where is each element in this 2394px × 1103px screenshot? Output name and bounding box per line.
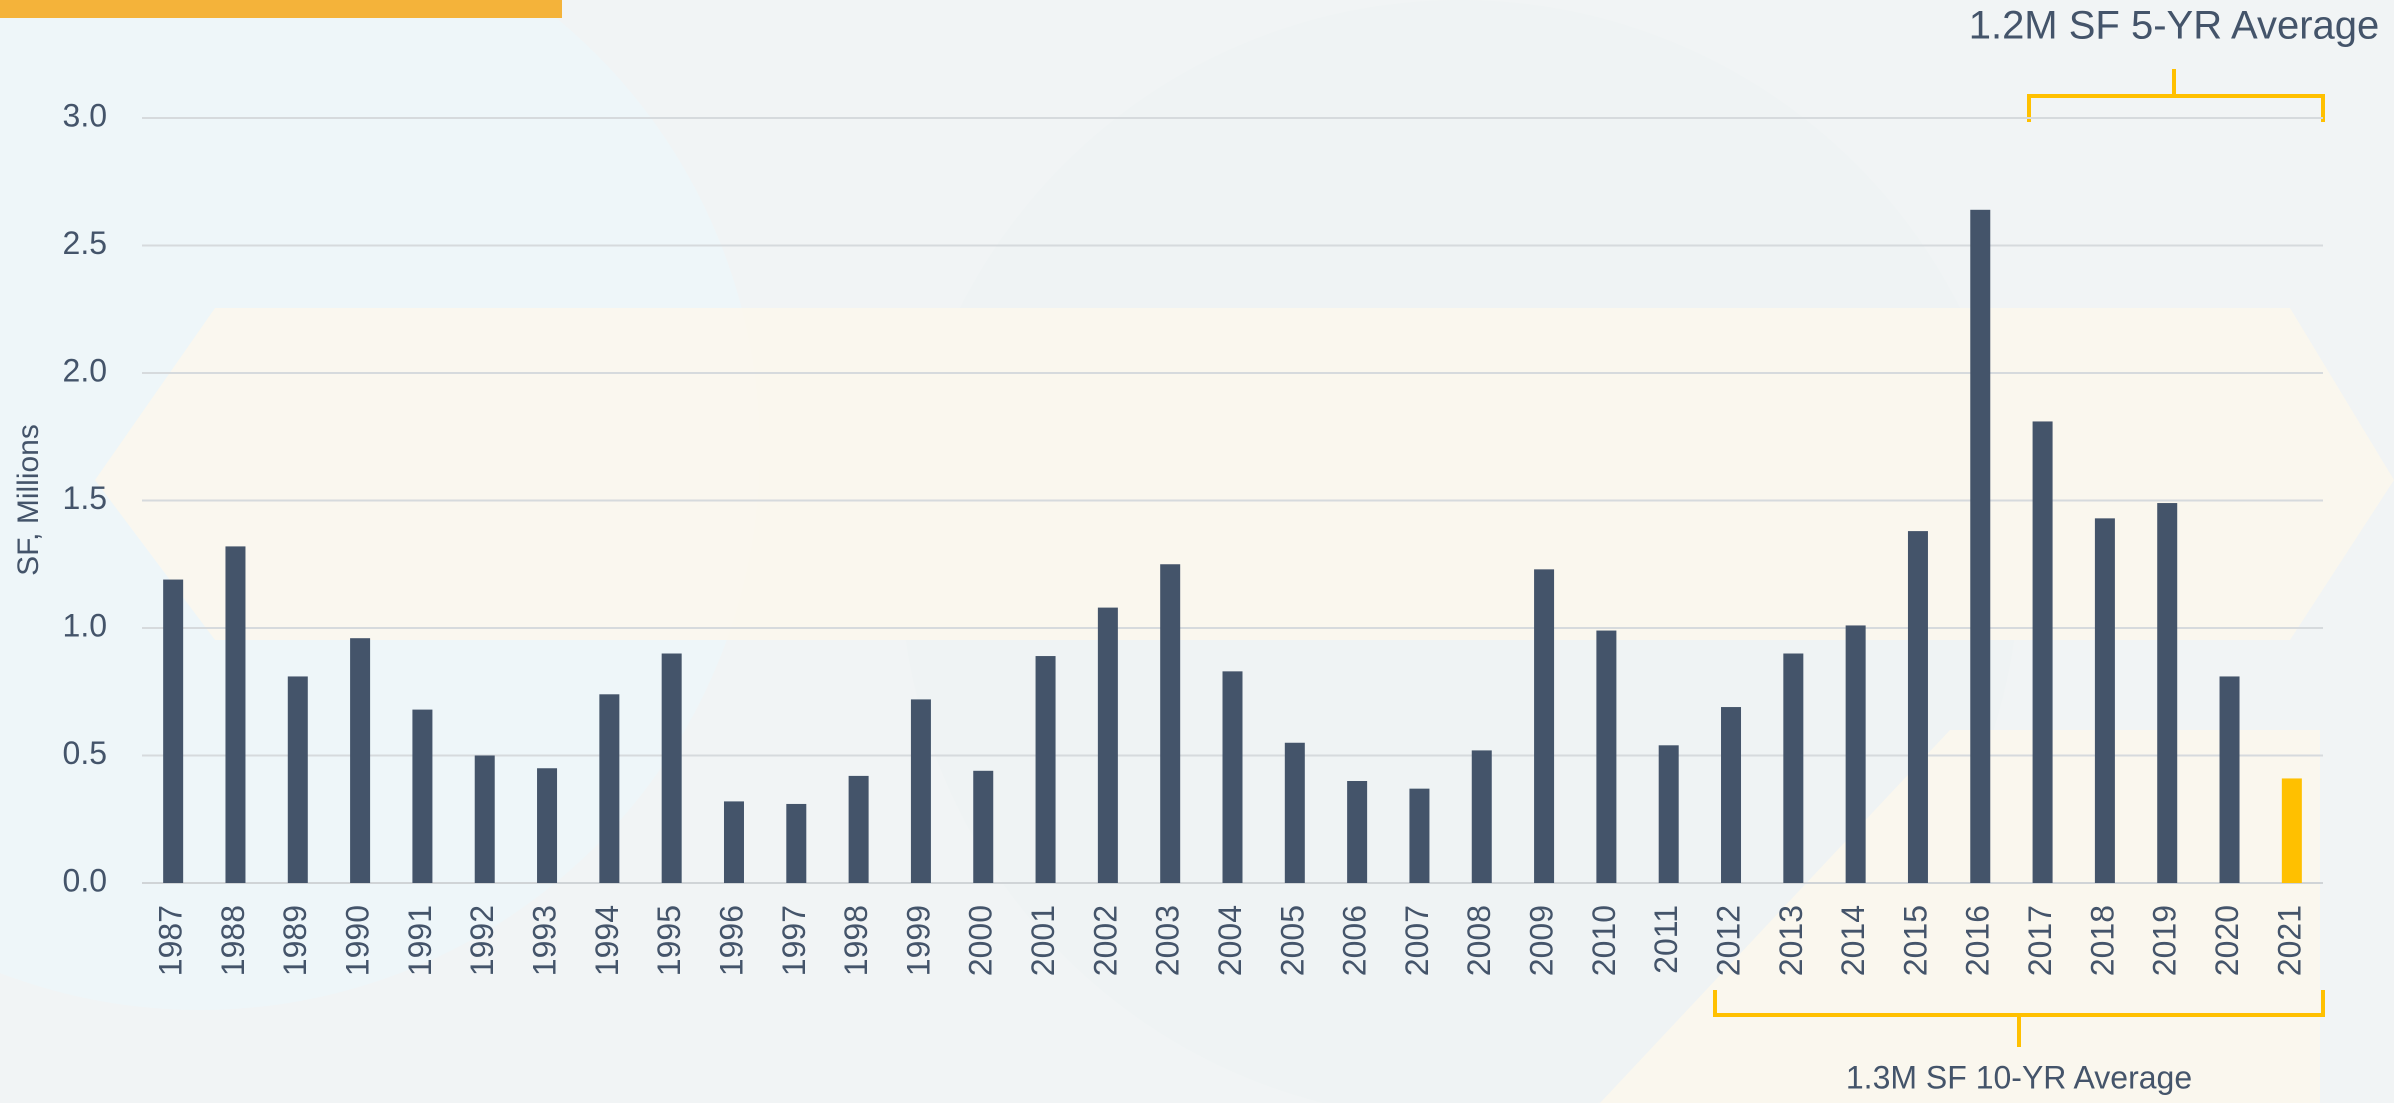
x-tick-label: 2008 [1461,905,1497,976]
bar [2094,518,2115,883]
bar [1596,630,1617,883]
y-tick-label: 3.0 [63,97,107,133]
y-tick-label: 2.0 [63,352,107,388]
bg-shape [1600,730,2320,1103]
bar [537,768,558,883]
x-tick-label: 2010 [1586,905,1622,976]
x-tick-label: 2004 [1212,905,1248,976]
bar [2219,676,2240,883]
bar [2157,503,2178,883]
bar [910,699,931,883]
x-tick-label: 1994 [589,905,625,976]
x-tick-label: 2005 [1274,905,1310,976]
bar [661,653,682,883]
annotation: 1.3M SF 10-YR Average [1846,1059,2192,1095]
x-tick-label: 2014 [1835,905,1871,976]
bar [1783,653,1804,883]
bar [412,709,433,883]
bar [848,775,869,883]
y-tick-label: 0.0 [63,862,107,898]
x-tick-label: 2002 [1087,905,1123,976]
y-tick-label: 0.5 [63,735,107,771]
bar [1160,564,1181,883]
x-tick-label: 2015 [1897,905,1933,976]
bar [1284,742,1305,883]
bar [1222,671,1243,883]
bar [1970,209,1991,884]
bar [1907,531,1928,883]
x-tick-label: 2021 [2271,905,2307,976]
x-tick-label: 2018 [2084,905,2120,976]
x-tick-label: 2016 [1960,905,1996,976]
x-tick-label: 1999 [900,905,936,976]
x-tick-label: 1991 [402,905,438,976]
bar [163,579,184,883]
bar [2032,421,2053,883]
x-tick-label: 1998 [838,905,874,976]
header-bar [0,0,562,18]
bar [1409,788,1430,883]
bar [973,770,994,883]
bracket [1713,990,2325,1047]
y-axis-label: SF, Millions [12,424,45,576]
bracket [2027,69,2325,122]
x-tick-label: 2012 [1710,905,1746,976]
x-tick-label: 1992 [464,905,500,976]
bar [225,546,246,883]
x-tick-label: 1993 [526,905,562,976]
y-tick-label: 1.5 [63,480,107,516]
bar [1347,781,1368,883]
bar [350,638,371,883]
x-tick-label: 1990 [340,905,376,976]
x-tick-label: 2001 [1025,905,1061,976]
bar [723,801,744,883]
annotation: 1.2M SF 5-YR Average [1969,4,2380,48]
x-tick-label: 1987 [153,905,189,976]
x-tick-label: 2009 [1524,905,1560,976]
bar [599,694,620,883]
x-tick-label: 1997 [776,905,812,976]
x-tick-label: 1989 [277,905,313,976]
bar [2281,778,2302,883]
x-tick-label: 1995 [651,905,687,976]
x-tick-label: 2020 [2209,905,2245,976]
x-tick-label: 1988 [215,905,251,976]
bar [287,676,308,883]
bar [1097,607,1118,883]
bar [1035,656,1056,883]
y-tick-label: 2.5 [63,225,107,261]
x-tick-label: 2007 [1399,905,1435,976]
x-tick-label: 2013 [1773,905,1809,976]
x-tick-label: 2017 [2022,905,2058,976]
bg-shape [95,308,2394,640]
x-tick-label: 1996 [713,905,749,976]
bar [1845,625,1866,883]
bar [474,755,495,883]
bar [1721,707,1742,883]
x-tick-label: 2019 [2147,905,2183,976]
x-tick-label: 2006 [1337,905,1373,976]
x-tick-label: 2000 [963,905,999,976]
y-tick-label: 1.0 [63,607,107,643]
bar [1534,569,1555,883]
bar [1658,745,1679,883]
x-tick-label: 2003 [1150,905,1186,976]
x-tick-label: 2011 [1648,905,1684,974]
bar [786,803,807,883]
bar [1471,750,1492,883]
